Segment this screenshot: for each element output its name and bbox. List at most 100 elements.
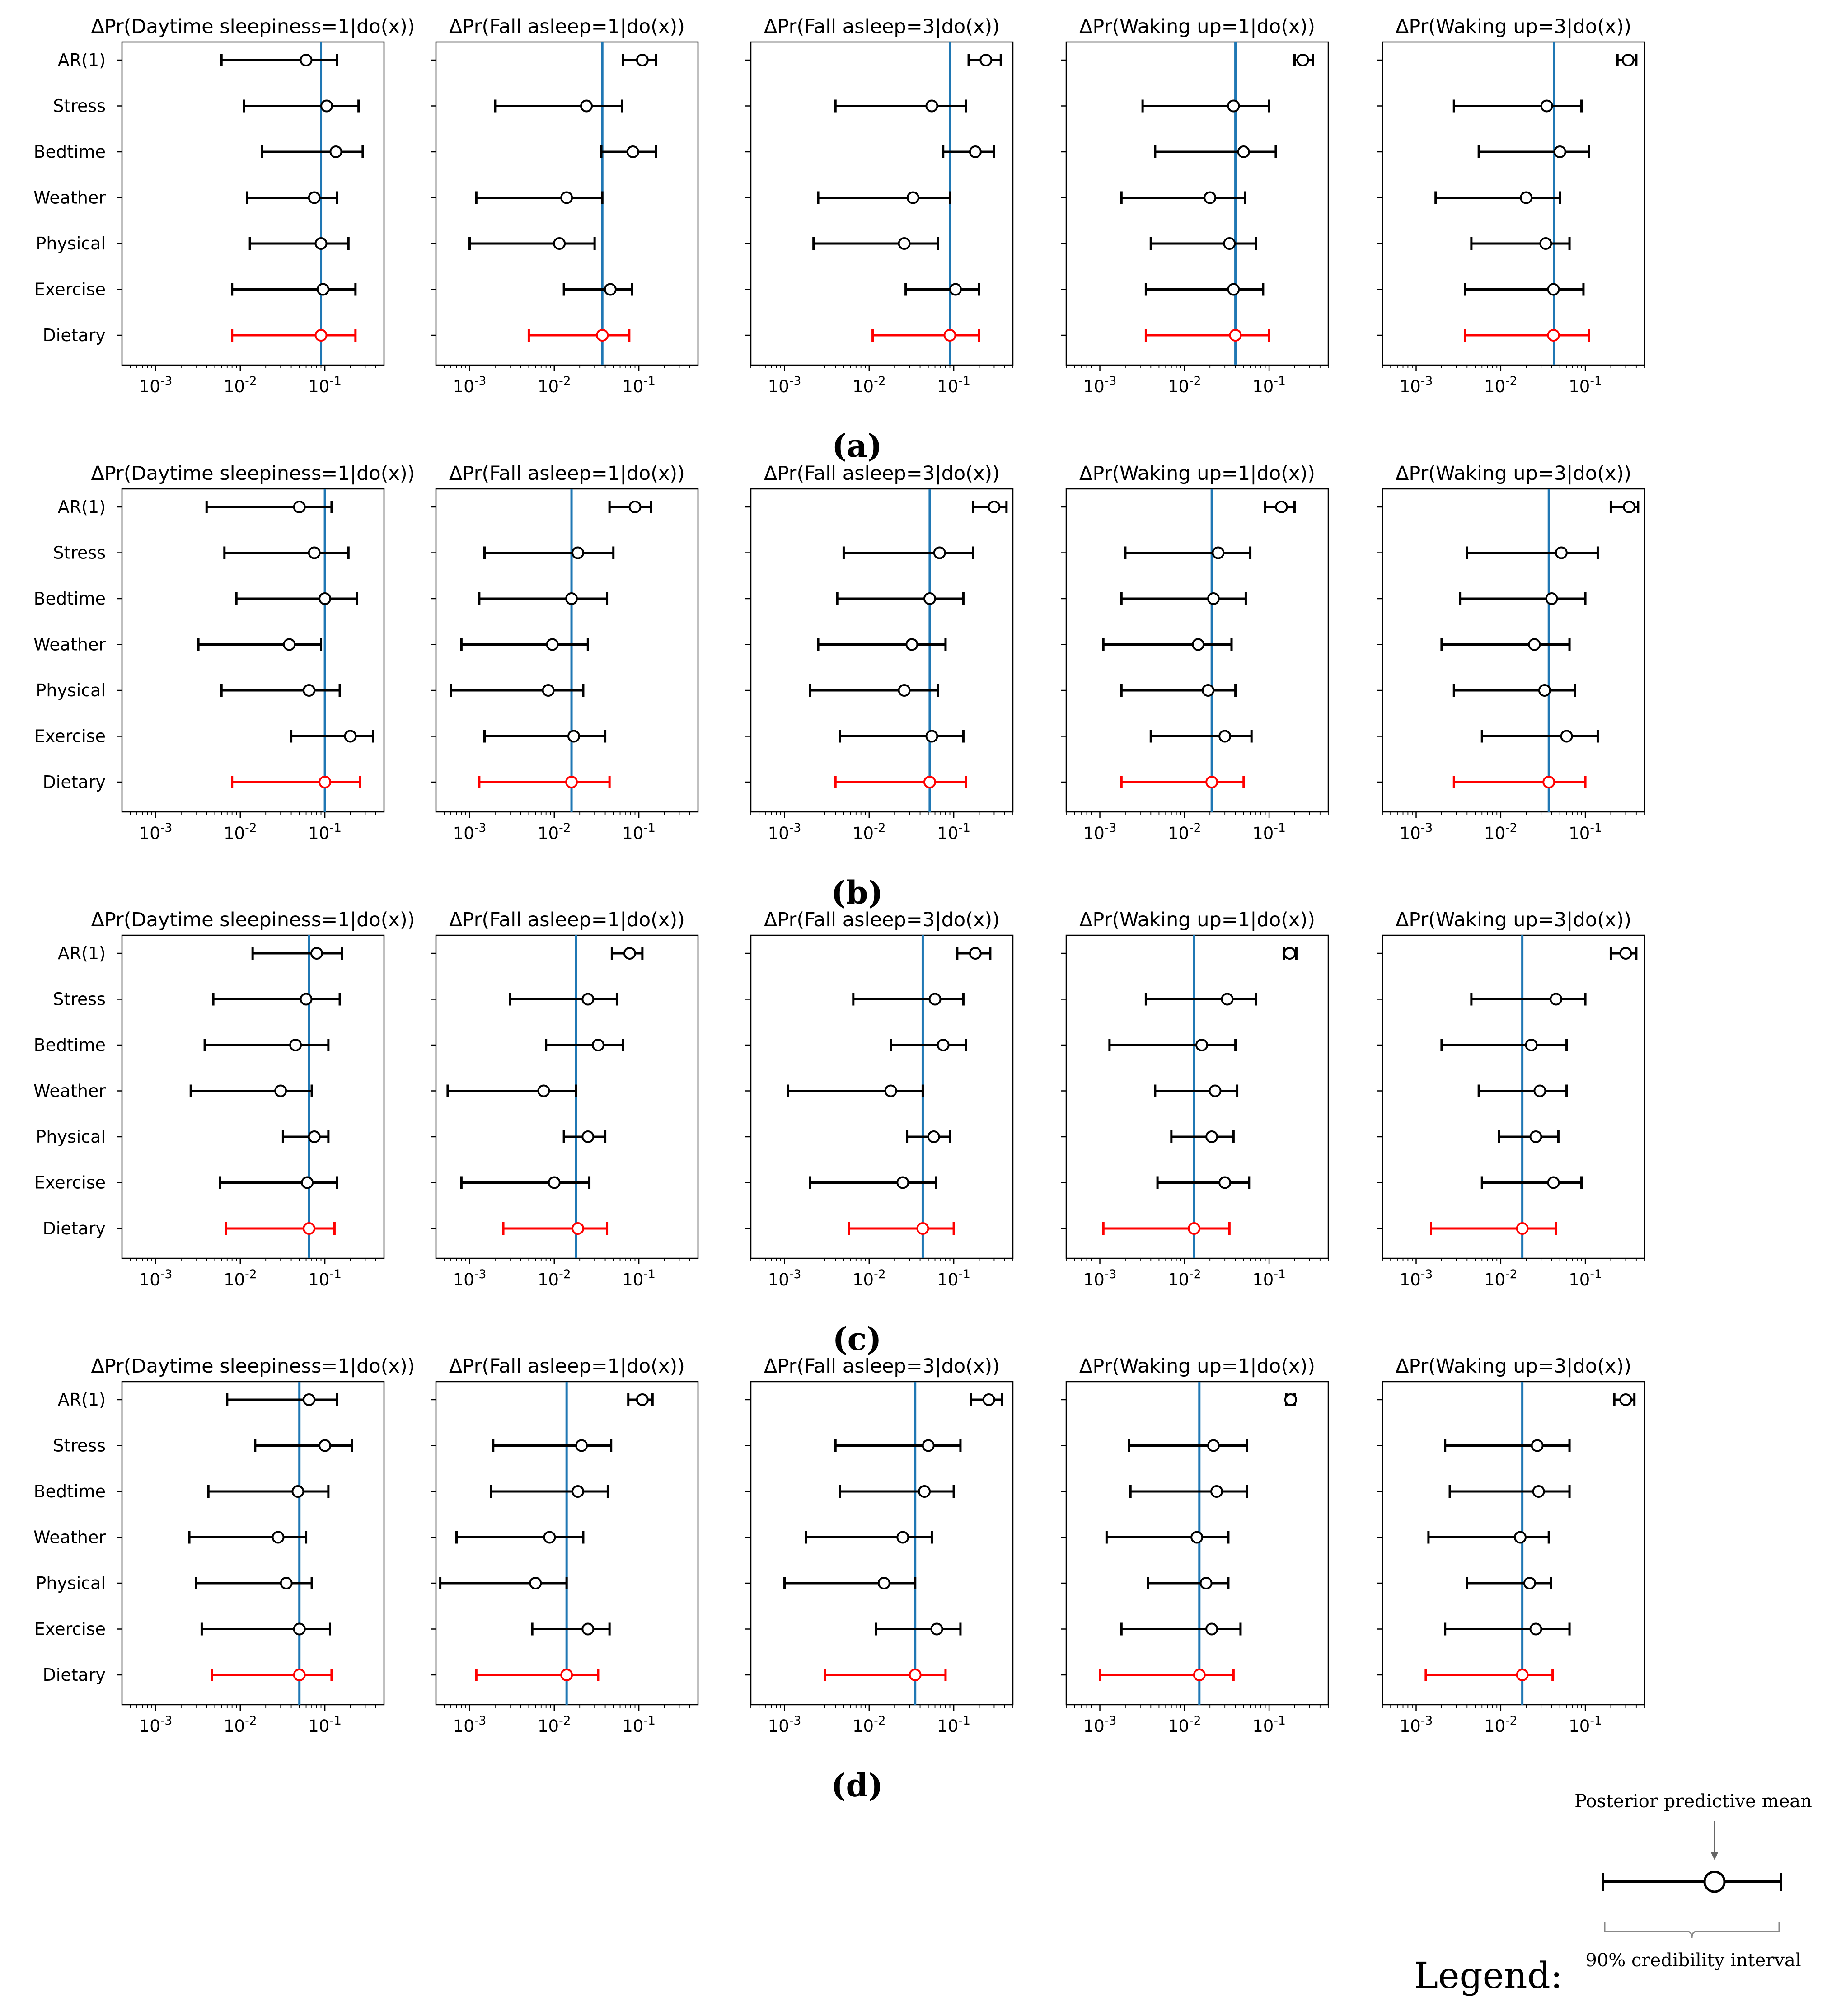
x-tick-label: 10-1 (622, 1714, 656, 1736)
subplot-title: ΔPr(Waking up=3|do(x)) (1396, 909, 1631, 931)
mean-marker (289, 1039, 302, 1051)
subplot: ΔPr(Fall asleep=3|do(x)) 10-3 10-2 10-1 (745, 15, 1014, 396)
mean-marker (1229, 329, 1242, 342)
mean-marker (553, 237, 566, 250)
mean-marker (1199, 1577, 1213, 1589)
mean-marker (1221, 993, 1234, 1006)
mean-marker (1190, 1531, 1204, 1544)
mean-marker (1529, 1130, 1542, 1143)
mean-marker (529, 1577, 542, 1589)
subplot: ΔPr(Waking up=1|do(x)) 10-3 10-2 10-1 (1061, 15, 1329, 396)
mean-marker (1547, 283, 1560, 296)
mean-marker (922, 1439, 935, 1452)
mean-marker (1553, 145, 1566, 158)
subplot: ΔPr(Daytime sleepiness=1|do(x)) 10-3 10-2 1… (33, 909, 415, 1289)
mean-marker (319, 776, 332, 788)
category-label: Bedtime (34, 1482, 106, 1501)
x-tick-label: 10-2 (538, 1267, 571, 1289)
mean-marker (314, 237, 328, 250)
mean-marker (1188, 1222, 1201, 1235)
x-tick-label: 10-2 (1484, 374, 1518, 396)
x-tick-label: 10-1 (1569, 1714, 1602, 1736)
x-tick-label: 10-1 (937, 821, 970, 843)
mean-marker (1560, 730, 1573, 743)
mean-marker (896, 1176, 909, 1189)
mean-marker (1227, 283, 1240, 296)
x-tick-label: 10-3 (139, 1267, 173, 1289)
mean-marker (979, 54, 993, 66)
mean-marker (581, 1622, 595, 1636)
category-label: Bedtime (34, 589, 106, 609)
mean-marker (1528, 638, 1541, 651)
mean-marker (300, 54, 313, 66)
mean-marker (320, 99, 333, 113)
mean-marker (905, 638, 918, 651)
mean-marker (291, 1485, 304, 1498)
category-label: Dietary (43, 1665, 106, 1685)
axes-frame (435, 488, 699, 813)
mean-marker (898, 684, 911, 697)
subplot-title: ΔPr(Waking up=3|do(x)) (1396, 1355, 1631, 1378)
mean-marker (272, 1531, 285, 1544)
subplot: ΔPr(Waking up=1|do(x)) 10-3 10-2 10-1 (1061, 909, 1329, 1289)
x-tick-label: 10-3 (453, 821, 487, 843)
mean-marker (1619, 1393, 1632, 1406)
mean-marker (560, 191, 573, 204)
x-tick-label: 10-1 (622, 374, 656, 396)
mean-marker (969, 947, 982, 960)
x-tick-label: 10-3 (1400, 374, 1433, 396)
axes-frame (750, 488, 1014, 813)
axes-frame (750, 41, 1014, 366)
mean-marker (572, 546, 585, 559)
mean-marker (293, 1669, 306, 1681)
mean-marker (329, 145, 342, 158)
subplot: ΔPr(Daytime sleepiness=1|do(x)) 10-3 10-2 1… (33, 15, 415, 396)
subplot-title: ΔPr(Waking up=1|do(x)) (1079, 1355, 1315, 1378)
mean-marker (308, 1130, 321, 1143)
mean-marker (1204, 191, 1217, 204)
axes-frame (750, 1381, 1014, 1706)
mean-marker (927, 1130, 940, 1143)
x-tick-label: 10-2 (224, 1714, 257, 1736)
x-tick-label: 10-2 (853, 374, 886, 396)
mean-marker (988, 501, 1001, 513)
mean-marker (1555, 546, 1568, 559)
mean-marker (930, 1622, 943, 1636)
mean-marker (925, 730, 938, 743)
mean-marker (316, 283, 329, 296)
subplot-title: ΔPr(Fall asleep=3|do(x)) (764, 909, 1000, 931)
category-label: Stress (53, 543, 106, 563)
x-tick-label: 10-1 (1252, 821, 1286, 843)
subplot: ΔPr(Waking up=1|do(x)) 10-3 10-2 10-1 (1061, 1355, 1329, 1736)
subplot: ΔPr(Waking up=3|do(x)) 10-3 10-2 10-1 (1377, 15, 1645, 396)
x-tick-label: 10-3 (1400, 1267, 1433, 1289)
subplot-title: ΔPr(Daytime sleepiness=1|do(x)) (91, 462, 415, 485)
category-label: Physical (36, 680, 106, 700)
axes-frame (435, 41, 699, 366)
mean-marker (1202, 684, 1215, 697)
subplot: ΔPr(Waking up=3|do(x)) 10-3 10-2 10-1 (1377, 909, 1645, 1289)
category-label: AR(1) (58, 50, 106, 70)
mean-marker (1284, 1393, 1297, 1406)
panel-b: ΔPr(Daytime sleepiness=1|do(x)) 10-3 10-2 1… (33, 462, 1645, 911)
mean-marker (1542, 776, 1555, 788)
x-tick-label: 10-3 (768, 821, 801, 843)
mean-marker (280, 1577, 293, 1589)
x-tick-label: 10-3 (768, 1714, 801, 1736)
x-tick-label: 10-3 (139, 374, 173, 396)
mean-marker (580, 99, 593, 113)
category-label: Weather (33, 635, 106, 655)
subplot: ΔPr(Fall asleep=1|do(x)) 10-3 10-2 10-1 (431, 1355, 699, 1736)
subplot: ΔPr(Fall asleep=3|do(x)) 10-3 10-2 10-1 (745, 909, 1014, 1289)
x-tick-label: 10-3 (1400, 821, 1433, 843)
x-tick-label: 10-1 (937, 374, 970, 396)
subplot-title: ΔPr(Waking up=1|do(x)) (1079, 15, 1315, 38)
subplot-title: ΔPr(Waking up=1|do(x)) (1079, 462, 1315, 485)
legend-mean-marker (1703, 1871, 1726, 1893)
mean-marker (293, 501, 306, 513)
mean-marker (623, 947, 636, 960)
mean-marker (928, 993, 942, 1006)
subplot: ΔPr(Fall asleep=1|do(x)) 10-3 10-2 10-1 (431, 909, 699, 1289)
category-label: Exercise (34, 1173, 106, 1193)
